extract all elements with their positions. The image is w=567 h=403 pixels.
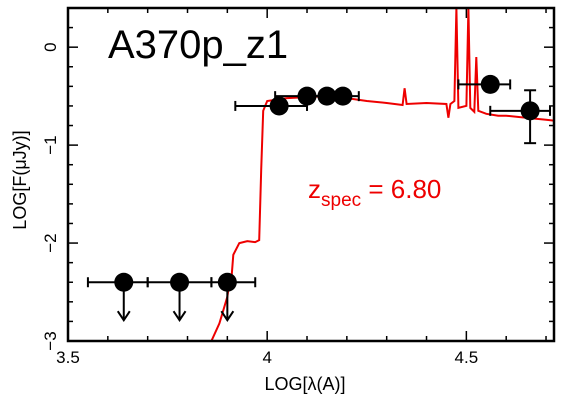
x-tick-label: 3.5 (56, 348, 80, 367)
data-point-4 (457, 74, 512, 94)
redshift-annotation: zspec = 6.80 (308, 174, 441, 211)
data-point-3 (325, 86, 360, 106)
y-tick-label: −1 (41, 135, 60, 154)
plot-background (68, 8, 554, 341)
axis-tick-labels: 3.5 4 4.5 0 −1 −2 −3 (41, 42, 478, 367)
y-tick-label: −3 (41, 331, 60, 350)
model-sed-line (210, 8, 554, 341)
point-marker (114, 272, 134, 292)
upper-limit-arrow-head (172, 310, 187, 323)
point-marker (333, 86, 353, 106)
x-axis-label: LOG[λ(A)] (264, 374, 345, 394)
y-tick-label: −2 (41, 233, 60, 252)
point-marker (269, 96, 289, 116)
photometry-layer (86, 74, 552, 323)
y-tick-label: 0 (41, 42, 60, 51)
redshift-annotation-sub: spec (321, 190, 361, 211)
x-tick-label: 4 (262, 348, 271, 367)
data-point-5 (489, 89, 552, 145)
point-marker (480, 74, 500, 94)
point-marker (217, 272, 237, 292)
upper-limit-arrow-head (116, 310, 131, 323)
redshift-annotation-value: = 6.80 (361, 174, 441, 204)
model-sed-layer (210, 8, 554, 341)
point-marker (170, 272, 190, 292)
plot-frame (66, 6, 556, 343)
chart-title: A370p_z1 (108, 23, 288, 67)
upper-limit-point-0 (86, 272, 149, 323)
upper-limit-arrow-head (220, 310, 235, 323)
x-tick-label: 4.5 (455, 348, 479, 367)
redshift-annotation-main: z (308, 174, 321, 204)
axis-ticks (67, 7, 554, 342)
y-axis-label: LOG[F(μJy)] (10, 130, 30, 229)
point-marker (520, 101, 540, 121)
upper-limit-point-2 (210, 272, 257, 323)
